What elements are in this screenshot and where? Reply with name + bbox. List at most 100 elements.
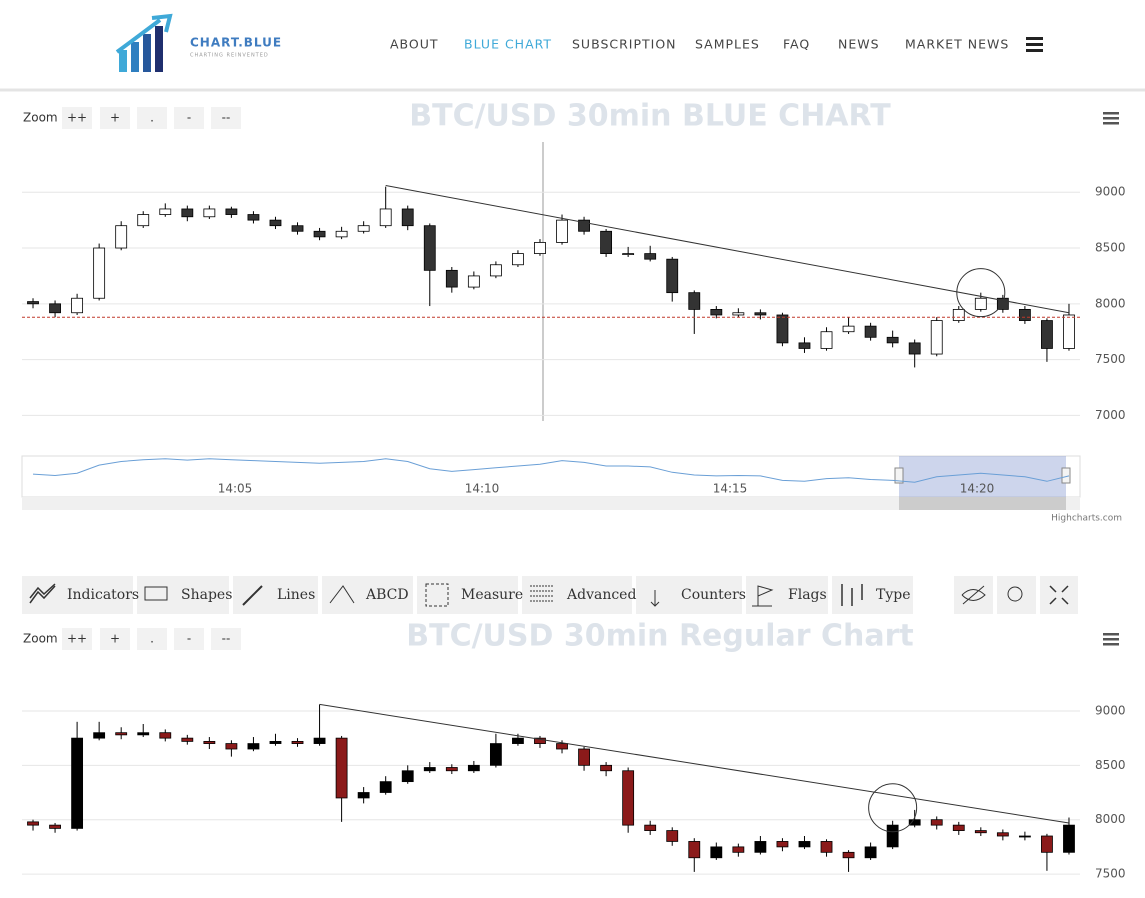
- navigator-handle[interactable]: [1061, 467, 1071, 484]
- y-tick-label: 8000: [1095, 296, 1126, 310]
- chart-menu[interactable]: [1103, 633, 1119, 646]
- zoom-button[interactable]: [100, 107, 130, 129]
- circle-annotation: [868, 783, 918, 833]
- nav-link[interactable]: SUBSCRIPTION: [572, 37, 677, 52]
- zoom-button[interactable]: [211, 628, 241, 650]
- candle-body: [203, 208, 216, 218]
- zoom-button[interactable]: [100, 628, 130, 650]
- candle-body: [930, 819, 943, 826]
- candle-body: [666, 258, 679, 294]
- candle-body: [534, 737, 546, 744]
- candle-body: [776, 841, 789, 848]
- candle-body: [181, 737, 194, 742]
- zoom-button-label: --: [222, 632, 231, 646]
- zoom-button-label: ++: [67, 111, 87, 125]
- logo[interactable]: CHART.BLUE CHARTING REINVENTED: [115, 13, 282, 72]
- icon: [329, 585, 355, 604]
- candle-body: [820, 331, 833, 349]
- candle-body: [908, 819, 921, 826]
- zoom-button[interactable]: [174, 628, 204, 650]
- tool-label: Indicators: [67, 587, 139, 603]
- candle-body: [357, 792, 370, 799]
- candle-body: [445, 767, 458, 772]
- zoom-button[interactable]: [62, 628, 92, 650]
- candle-body: [996, 297, 1009, 310]
- y-tick-label: 8500: [1095, 241, 1126, 255]
- icon: [650, 590, 660, 607]
- candle-body: [313, 737, 326, 744]
- navigator-handle[interactable]: [894, 467, 904, 484]
- candle-body: [688, 292, 701, 310]
- nav-link[interactable]: MARKET NEWS: [905, 37, 1009, 52]
- tool-button[interactable]: [137, 576, 229, 614]
- icon: [841, 584, 863, 606]
- candle-body: [776, 314, 789, 344]
- tool-label: Advanced: [566, 587, 636, 603]
- credit[interactable]: Highcharts.com: [1051, 514, 1122, 524]
- nav-link[interactable]: ABOUT: [390, 37, 439, 52]
- zoom-button[interactable]: [174, 107, 204, 129]
- candle-body: [556, 219, 568, 243]
- navigator-selection[interactable]: [899, 456, 1066, 497]
- scrollbar-thumb[interactable]: [899, 497, 1066, 510]
- menu-bar: [1103, 117, 1119, 120]
- trendline: [385, 185, 1070, 314]
- logo-tagline: CHARTING REINVENTED: [190, 53, 269, 59]
- candle-body: [622, 253, 635, 256]
- candle-body: [313, 230, 326, 238]
- candle-body: [1063, 824, 1075, 853]
- icon: [752, 585, 774, 607]
- candle-body: [225, 208, 238, 215]
- candle-body: [798, 841, 811, 848]
- candle-body: [930, 320, 943, 355]
- tool-button[interactable]: [832, 576, 913, 614]
- candle-body: [27, 301, 39, 305]
- candle-body: [754, 312, 767, 316]
- tool-button[interactable]: [997, 576, 1036, 614]
- tool-label: Lines: [277, 587, 315, 603]
- candle-body: [534, 242, 546, 255]
- logo-arrow: [115, 13, 173, 54]
- candle-body: [908, 342, 921, 355]
- zoom-button-label: ++: [67, 632, 87, 646]
- zoom-button[interactable]: [211, 107, 241, 129]
- zoom-button[interactable]: [62, 107, 92, 129]
- tool-button[interactable]: [417, 576, 518, 614]
- nav-link[interactable]: FAQ: [783, 37, 810, 52]
- candle-body: [71, 297, 84, 314]
- tool-button[interactable]: [322, 576, 413, 614]
- tool-label: ABCD: [365, 587, 409, 603]
- menu-bar: [1103, 633, 1119, 636]
- y-tick-label: 8000: [1095, 812, 1126, 826]
- tool-button[interactable]: [636, 576, 742, 614]
- zoom-button-label: --: [222, 111, 231, 125]
- zoom-button[interactable]: [137, 628, 167, 650]
- zoom-button-label: .: [150, 632, 154, 646]
- tool-button[interactable]: [522, 576, 632, 614]
- candle-body: [49, 824, 61, 829]
- menu-button[interactable]: [1026, 37, 1043, 52]
- candle-body: [401, 770, 414, 783]
- menu-bar: [1103, 112, 1119, 115]
- zoom-button[interactable]: [137, 107, 167, 129]
- candle-body: [423, 225, 436, 271]
- nav-link[interactable]: SAMPLES: [695, 37, 760, 52]
- chart-title: BTC/USD 30min BLUE CHART: [409, 99, 891, 134]
- candle-body: [1041, 320, 1053, 349]
- candle-body: [49, 303, 61, 314]
- logo-title: CHART.BLUE: [190, 36, 282, 50]
- tool-button[interactable]: [1040, 576, 1078, 614]
- nav-link[interactable]: NEWS: [838, 37, 880, 52]
- zoom-button-label: +: [110, 632, 120, 646]
- candle-body: [952, 308, 965, 321]
- tool-button[interactable]: [233, 576, 318, 614]
- nav-link[interactable]: BLUE CHART: [464, 37, 552, 52]
- scrollbar[interactable]: [22, 497, 1080, 510]
- chart-menu[interactable]: [1103, 112, 1119, 125]
- icon: [29, 583, 56, 604]
- candle-body: [512, 253, 524, 266]
- candle-body: [379, 781, 392, 793]
- icon: [144, 586, 168, 601]
- zoom-label: Zoom: [23, 632, 58, 646]
